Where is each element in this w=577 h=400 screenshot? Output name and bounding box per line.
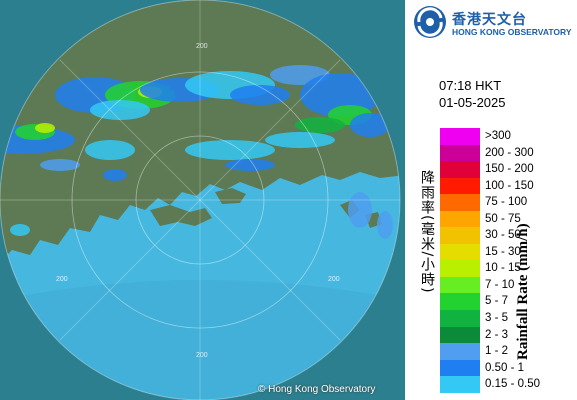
legend-swatch: [440, 326, 480, 344]
radar-range-area: 200 200 200 200: [0, 0, 400, 400]
legend-swatch: [440, 194, 480, 211]
legend-range-label: 15 - 30: [485, 245, 521, 258]
legend-swatch: [440, 260, 480, 277]
legend-row: 7 - 10: [440, 276, 575, 294]
legend-range-label: 0.50 - 1: [485, 361, 524, 374]
legend-swatch: [440, 343, 480, 360]
rain-echo: [377, 211, 393, 239]
legend-swatch: [440, 376, 480, 393]
deep-sea-area: [0, 280, 400, 400]
rain-echo: [230, 85, 290, 105]
legend-range-label: 50 - 75: [485, 212, 521, 225]
range-ring-middle: [71, 71, 329, 329]
legend-row: 75 - 100: [440, 194, 575, 211]
radar-map[interactable]: 200 200 200 200 © Hong Kong Observatory: [0, 0, 405, 400]
legend-range-label: 75 - 100: [485, 196, 528, 209]
range-label: 200: [196, 43, 208, 50]
rain-echo: [348, 192, 372, 228]
legend-range-label: 30 - 50: [485, 229, 521, 242]
legend-row: 15 - 30: [440, 243, 575, 261]
legend-row: 5 - 7: [440, 293, 575, 311]
legend-range-label: 1 - 2: [485, 345, 509, 358]
range-label: 200: [196, 352, 208, 359]
unit-text-cn: 降雨率(毫米/小時): [419, 170, 435, 294]
rain-echo: [350, 113, 390, 137]
legend-row: 0.15 - 0.50: [440, 376, 575, 393]
legend-swatch: [440, 227, 480, 244]
legend-range-label: 2 - 3: [485, 328, 509, 341]
rainfall-legend: >300 200 - 300 150 - 200 100 - 150 75 - 100 5…: [440, 128, 575, 393]
legend-row: 50 - 75: [440, 210, 575, 228]
rain-echo: [40, 159, 80, 171]
range-ring-outer: [0, 0, 401, 400]
unit-label-en: Rainfall Rate (mm/h): [515, 223, 531, 360]
rain-echo: [103, 169, 127, 181]
legend-row: 2 - 3: [440, 326, 575, 344]
legend-row: 0.50 - 1: [440, 359, 575, 377]
range-label: 200: [328, 276, 340, 283]
legend-swatch: [440, 293, 480, 311]
range-ring-inner: [135, 135, 265, 265]
range-label: 200: [56, 276, 68, 283]
hko-logo: 香港天文台 HONG KONG OBSERVATORY: [413, 5, 575, 41]
legend-range-label: >300: [485, 130, 511, 142]
legend-swatch: [440, 359, 480, 377]
radar-map-image: 200 200 200 200: [0, 0, 405, 400]
legend-row: 100 - 150: [440, 177, 575, 195]
legend-swatch: [440, 243, 480, 261]
info-panel: 香港天文台 HONG KONG OBSERVATORY 07:18 HKT 01…: [405, 0, 577, 400]
legend-row: 10 - 15: [440, 260, 575, 277]
rain-echo: [90, 100, 150, 120]
legend-range-label: 200 - 300: [485, 146, 534, 159]
rain-echo: [225, 159, 275, 171]
rain-echo: [35, 123, 55, 133]
org-name-en: HONG KONG OBSERVATORY: [452, 27, 572, 37]
legend-row: 1 - 2: [440, 343, 575, 360]
timestamp: 07:18 HKT 01-05-2025: [439, 77, 506, 111]
legend-range-label: 150 - 200: [485, 163, 534, 176]
legend-swatch: [440, 128, 480, 145]
legend-range-label: 10 - 15: [485, 262, 521, 275]
radial-lines: [0, 0, 400, 400]
time-text: 07:18 HKT: [439, 78, 502, 93]
legend-row: >300: [440, 128, 575, 145]
legend-row: 150 - 200: [440, 161, 575, 178]
legend-row: 3 - 5: [440, 310, 575, 327]
legend-swatch: [440, 177, 480, 195]
rain-echo: [185, 140, 275, 160]
legend-range-label: 7 - 10: [485, 278, 515, 291]
legend-swatch: [440, 161, 480, 178]
org-name-cn: 香港天文台: [452, 12, 527, 28]
legend-range-label: 3 - 5: [485, 312, 509, 325]
legend-row: 30 - 50: [440, 227, 575, 244]
legend-range-label: 0.15 - 0.50: [485, 378, 540, 391]
rain-echo: [295, 117, 345, 133]
rain-echo: [300, 73, 380, 117]
rain-echo: [265, 132, 335, 148]
legend-range-label: 100 - 150: [485, 179, 534, 192]
rain-echoes: [0, 65, 393, 239]
hk-island: [215, 188, 246, 204]
rain-echo: [85, 140, 135, 160]
unit-label-cn: 降雨率(毫米/小時): [417, 170, 437, 370]
hko-logo-icon: [414, 6, 446, 38]
legend-row: 200 - 300: [440, 144, 575, 162]
rain-echo: [10, 224, 30, 236]
legend-swatch: [440, 144, 480, 162]
legend-swatch: [440, 210, 480, 228]
date-text: 01-05-2025: [439, 95, 506, 110]
legend-swatch: [440, 310, 480, 327]
legend-swatch: [440, 276, 480, 294]
legend-range-label: 5 - 7: [485, 295, 509, 308]
copyright-text: © Hong Kong Observatory: [258, 384, 376, 395]
lantau-island: [150, 205, 212, 226]
